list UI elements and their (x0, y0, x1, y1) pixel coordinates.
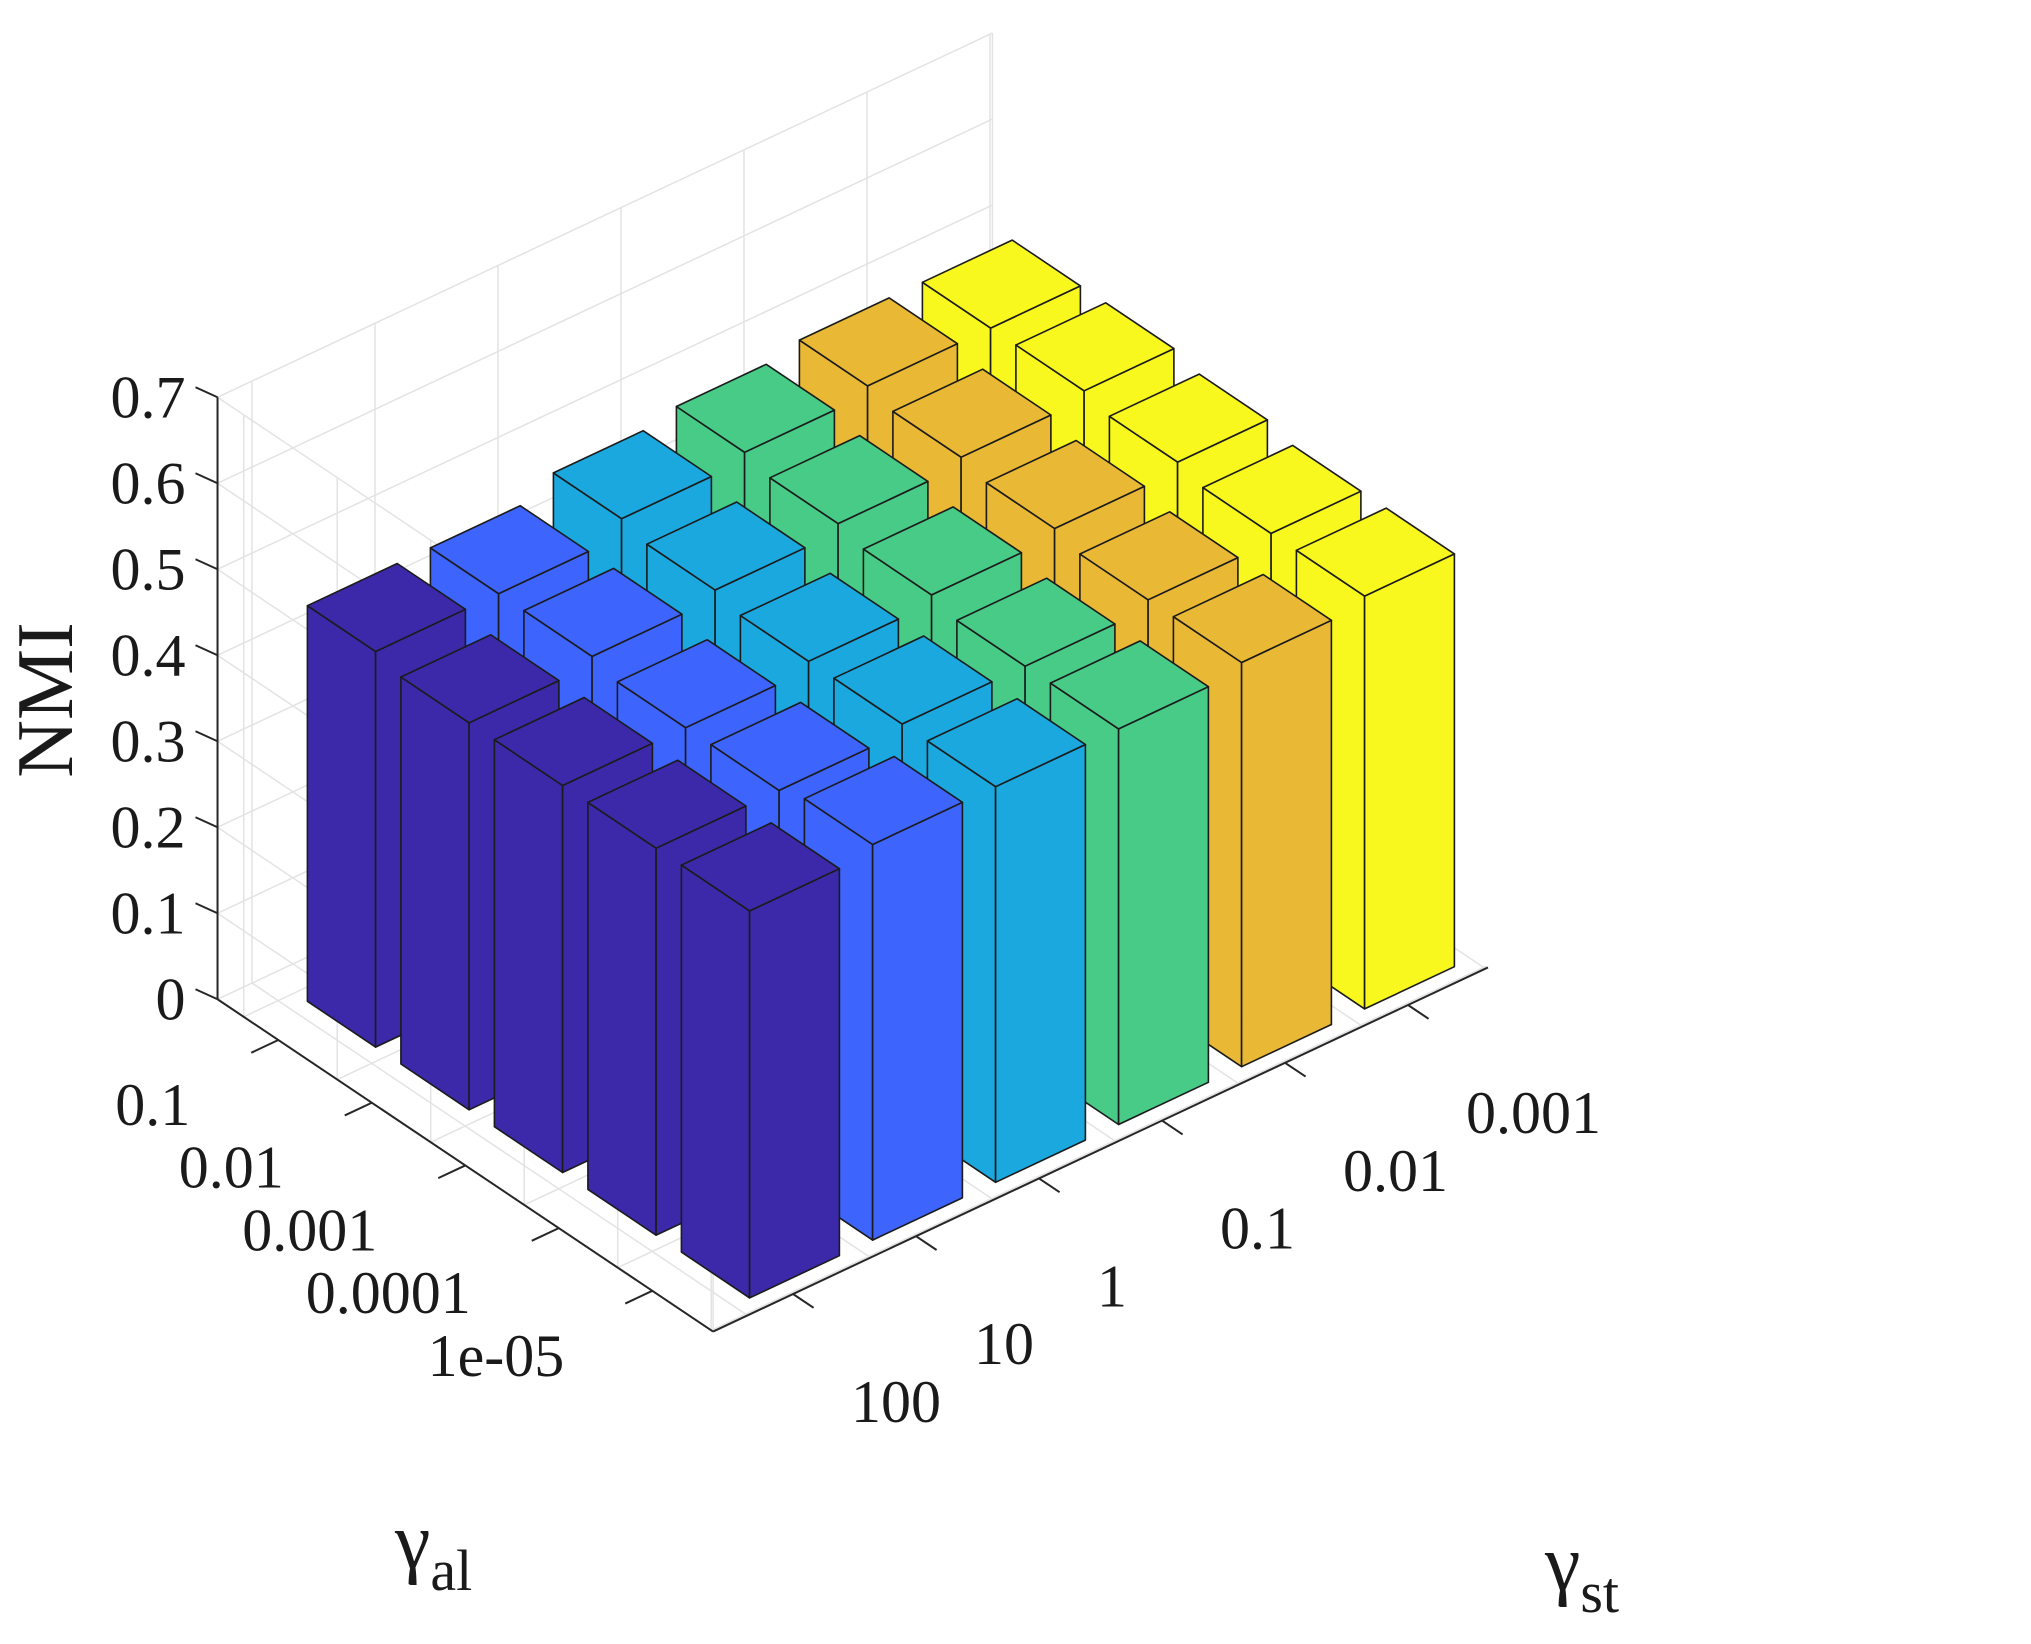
gamma-al-axis-line (216, 998, 714, 1333)
bar-top-face (523, 567, 683, 658)
bar-top-face (862, 506, 1023, 596)
gamma-st-tick-label: 1 (1097, 1253, 1127, 1319)
gamma-st-axis-line (712, 966, 1489, 1333)
axes (195, 386, 1489, 1333)
gamma-st-axis-label: γst (1544, 1520, 1619, 1625)
bar-front-face (400, 676, 470, 1111)
bar-top-face (306, 562, 467, 653)
bar-top-face (429, 504, 590, 595)
z-tick (195, 816, 218, 829)
bar-side-face (1363, 553, 1456, 1010)
z-tick (195, 730, 218, 743)
bar-top-face (798, 297, 959, 387)
bar-top-face (710, 701, 870, 792)
z-tick (195, 558, 218, 571)
bars (306, 239, 1456, 1299)
bar-side-face (871, 801, 964, 1241)
bar-top-face (833, 635, 993, 725)
bar-front-face (680, 864, 751, 1299)
bar-front-face (306, 604, 377, 1048)
gamma-al-tick-label: 0.0001 (306, 1260, 471, 1326)
bar-top-face (646, 501, 806, 591)
bar-top-face (956, 577, 1116, 668)
bar-top-face (1108, 373, 1269, 463)
z-tick-label: 0.1 (111, 880, 186, 946)
gamma-st-tick-label: 0.1 (1220, 1196, 1295, 1262)
bar-side-face (994, 743, 1087, 1184)
z-tick-label: 0.3 (111, 708, 186, 774)
bar-top-face (552, 429, 713, 520)
bar-top-face (1172, 573, 1333, 664)
bar-top-face (587, 759, 747, 850)
bar (680, 822, 841, 1299)
bar-top-face (616, 638, 777, 729)
gamma-st-tick (1038, 1177, 1061, 1194)
gamma-st-tick (1407, 1004, 1430, 1020)
gamma-al-tick (250, 1039, 279, 1054)
z-tick-label: 0.4 (111, 622, 186, 688)
floor-gridline (710, 965, 1487, 1331)
z-tick (195, 644, 218, 657)
z-tick-label: 0.7 (111, 364, 186, 430)
gamma-al-tick (624, 1289, 653, 1305)
bar-top-face (1295, 507, 1456, 597)
gamma-al-tick-label: 0.1 (115, 1072, 190, 1138)
bar-top-face (739, 572, 900, 663)
z-tick (195, 472, 218, 485)
z-tick (195, 988, 218, 1001)
gamma-al-tick-label: 1e-05 (428, 1323, 565, 1389)
gamma-st-tick-label: 0.001 (1466, 1080, 1601, 1146)
gamma-st-subscript: st (1580, 1560, 1619, 1625)
bar-top-face (400, 633, 560, 724)
bar-front-face (493, 738, 564, 1174)
bar-side-face (1117, 685, 1210, 1126)
gamma-al-symbol: γ (394, 1498, 430, 1586)
gamma-st-tick-label: 100 (851, 1369, 941, 1435)
gamma-st-tick-label: 10 (974, 1311, 1034, 1377)
gamma-al-tick-label: 0.01 (179, 1135, 284, 1201)
bar-top-face (892, 368, 1052, 459)
bar-top-face (985, 439, 1146, 530)
tick-labels: 00.10.20.30.40.50.60.70.10.010.0010.0001… (111, 364, 1602, 1435)
gamma-st-tick-label: 0.01 (1343, 1138, 1448, 1204)
bar-top-face (1079, 510, 1239, 601)
bar-top-face (493, 696, 654, 787)
gamma-al-subscript: al (430, 1538, 472, 1603)
bar-side-face (1240, 619, 1333, 1068)
z-tick-label: 0.6 (111, 450, 186, 516)
floor-gridline (251, 982, 748, 1317)
bar-front-face (587, 801, 657, 1236)
z-tick-label: 0.5 (111, 536, 186, 602)
z-tick-label: 0 (156, 966, 186, 1032)
gamma-al-tick-label: 0.001 (242, 1197, 377, 1263)
bar-top-face (675, 363, 836, 454)
bar-top-face (769, 434, 929, 525)
z-axis-label: NMI (2, 622, 90, 778)
z-tick (195, 902, 218, 915)
bar-top-face (926, 697, 1087, 788)
bar-top-face (1049, 640, 1210, 730)
gamma-al-axis-label: γal (394, 1498, 472, 1603)
z-tick (195, 386, 218, 399)
bar-top-face (803, 755, 964, 846)
gamma-al-tick (344, 1101, 373, 1117)
gamma-st-tick (915, 1235, 938, 1251)
bar-side-face (748, 867, 841, 1299)
gamma-st-tick (792, 1293, 815, 1309)
bar-top-face (1015, 301, 1175, 392)
gamma-st-symbol: γ (1544, 1520, 1580, 1608)
gamma-al-tick (531, 1227, 560, 1242)
bar-top-face (1202, 444, 1362, 535)
z-tick-label: 0.2 (111, 794, 186, 860)
bar-top-face (680, 822, 841, 912)
bar-top-face (921, 239, 1082, 329)
gamma-al-tick (437, 1164, 466, 1180)
gamma-st-tick (1161, 1119, 1184, 1136)
gamma-st-tick (1284, 1061, 1307, 1078)
